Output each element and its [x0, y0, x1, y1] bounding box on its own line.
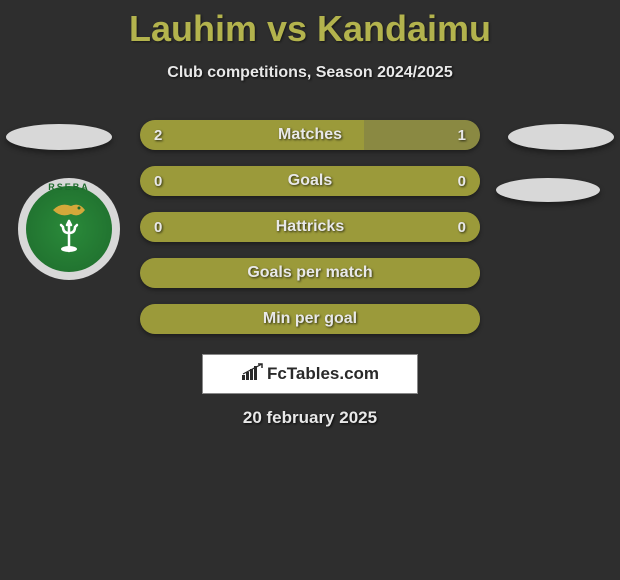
club-badge: RSEBA: [18, 178, 120, 280]
player-right-placeholder-2: [496, 178, 600, 202]
stat-row: Goals per match: [140, 258, 480, 288]
date-label: 20 february 2025: [0, 408, 620, 428]
stat-value-left: 2: [154, 127, 162, 144]
brand-box[interactable]: FcTables.com: [202, 354, 418, 394]
chart-icon: [241, 363, 263, 386]
stat-label: Hattricks: [140, 218, 480, 236]
stat-value-right: 0: [458, 173, 466, 190]
player-left-placeholder: [6, 124, 112, 150]
stat-value-left: 0: [154, 173, 162, 190]
stat-label: Goals per match: [140, 264, 480, 282]
badge-arc-text: RSEBA: [18, 182, 120, 192]
stat-label: Goals: [140, 172, 480, 190]
page-title: Lauhim vs Kandaimu: [0, 0, 620, 50]
stat-value-right: 1: [458, 127, 466, 144]
stat-row: Matches2 1: [140, 120, 480, 150]
stat-label: Min per goal: [140, 310, 480, 328]
stat-label: Matches: [140, 126, 480, 144]
subtitle: Club competitions, Season 2024/2025: [0, 64, 620, 82]
stat-row: Goals0 0: [140, 166, 480, 196]
brand-text: FcTables.com: [267, 364, 379, 384]
stats-container: Matches21Goals00Hattricks00Goals per mat…: [140, 120, 480, 350]
stat-value-right: 0: [458, 219, 466, 236]
stat-row: Min per goal: [140, 304, 480, 334]
badge-trident-icon: [57, 219, 81, 260]
stat-value-left: 0: [154, 219, 162, 236]
stat-row: Hattricks0 0: [140, 212, 480, 242]
player-right-placeholder: [508, 124, 614, 150]
